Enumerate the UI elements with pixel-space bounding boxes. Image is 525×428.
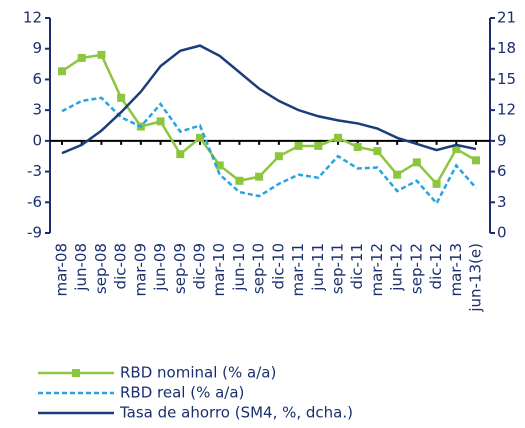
x-tick-label: sep-11 xyxy=(329,243,347,294)
y2-tick-label: 15 xyxy=(497,70,516,88)
x-tick-label: sep-09 xyxy=(171,243,189,294)
x-tick-label: dic-09 xyxy=(191,243,209,289)
y-tick-label: 3 xyxy=(32,101,42,119)
x-tick-label: sep-10 xyxy=(250,243,268,294)
x-tick-label: mar-09 xyxy=(131,243,149,297)
x-tick-label: dic-12 xyxy=(427,243,445,289)
x-tick-label: jun-13(e) xyxy=(467,243,485,313)
marker xyxy=(294,141,303,150)
x-tick-label: mar-13 xyxy=(447,243,465,297)
legend-label: RBD real (% a/a) xyxy=(120,384,244,402)
x-tick-label: jun-08 xyxy=(72,243,90,292)
y2-tick-label: 21 xyxy=(497,9,516,27)
x-tick-label: dic-11 xyxy=(348,243,366,289)
marker xyxy=(314,141,323,150)
legend-label: Tasa de ahorro (SM4, %, dcha.) xyxy=(119,404,353,422)
marker xyxy=(97,50,106,59)
x-tick-label: mar-08 xyxy=(53,243,71,297)
marker xyxy=(274,152,283,161)
x-tick-label: mar-12 xyxy=(368,243,386,297)
marker xyxy=(393,170,402,179)
x-tick-label: jun-09 xyxy=(151,243,169,292)
y2-tick-label: 6 xyxy=(497,162,507,180)
series-line xyxy=(61,44,477,155)
y2-tick-label: 0 xyxy=(497,224,507,242)
x-tick-label: dic-08 xyxy=(112,243,130,289)
y2-tick-label: 3 xyxy=(497,193,507,211)
marker xyxy=(58,67,66,76)
y-tick-label: -6 xyxy=(27,193,42,211)
y-tick-label: 6 xyxy=(32,70,42,88)
y2-tick-label: 12 xyxy=(497,101,516,119)
y2-tick-label: 9 xyxy=(497,131,507,149)
y-tick-label: -3 xyxy=(27,162,42,180)
y-tick-label: 9 xyxy=(32,39,42,57)
marker xyxy=(255,172,264,181)
y-tick-label: 0 xyxy=(32,131,42,149)
marker xyxy=(452,145,461,154)
marker xyxy=(472,156,480,165)
marker xyxy=(353,143,362,151)
x-tick-label: jun-10 xyxy=(230,243,248,292)
x-tick-label: mar-10 xyxy=(210,243,228,297)
marker xyxy=(77,53,86,62)
legend-label: RBD nominal (% a/a) xyxy=(120,364,276,382)
marker xyxy=(235,176,244,185)
marker xyxy=(117,93,126,102)
y-tick-label: -9 xyxy=(27,224,42,242)
marker xyxy=(176,150,185,159)
y-tick-label: 12 xyxy=(23,9,42,27)
x-tick-label: dic-10 xyxy=(269,243,287,289)
marker xyxy=(156,117,165,126)
x-tick-label: mar-11 xyxy=(289,243,307,297)
x-tick-label: sep-08 xyxy=(92,243,110,294)
marker xyxy=(432,179,441,188)
marker xyxy=(373,147,382,156)
x-tick-label: sep-12 xyxy=(407,243,425,294)
marker xyxy=(412,158,421,167)
marker xyxy=(334,133,342,142)
y2-tick-label: 18 xyxy=(497,39,516,57)
series-line xyxy=(61,96,477,206)
legend-marker xyxy=(72,369,80,377)
x-tick-label: jun-12 xyxy=(388,243,406,292)
marker xyxy=(215,161,224,170)
x-tick-label: jun-11 xyxy=(309,243,327,292)
series-line xyxy=(61,53,477,186)
marker xyxy=(196,133,204,142)
